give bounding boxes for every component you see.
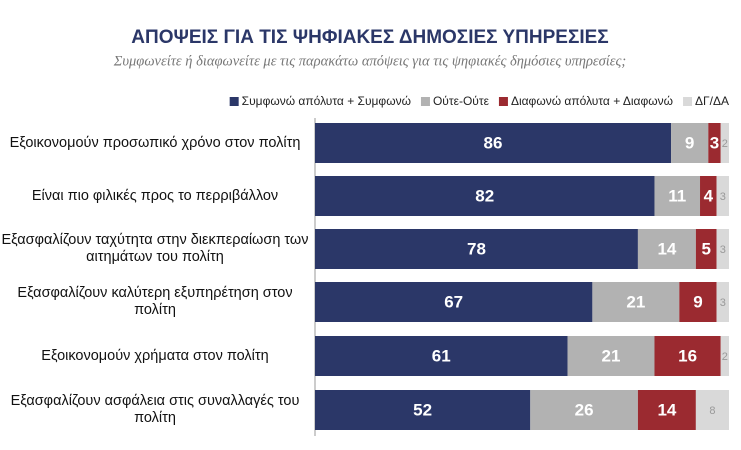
legend-swatch [229,97,239,106]
bar-segment [567,336,655,376]
bar-segment [695,229,717,269]
category-label: Εξοικονομούν προσωπικό χρόνο στον πολίτη [9,134,301,151]
data-label: 21 [626,292,645,311]
data-label: 82 [475,186,494,205]
data-label: 2 [722,138,728,150]
legend-label: ΔΓ/ΔΑ [695,94,729,108]
bar-segment [315,336,568,376]
data-label: 11 [668,186,686,205]
legend-swatch [683,97,693,106]
bar-segment [315,176,655,216]
category-label: Είναι πιο φιλικές προς το περριβάλλον [31,187,279,204]
data-label: 2 [722,351,728,363]
bar-segment [716,282,729,322]
bar-segment [637,390,696,430]
bar-segment [530,390,638,430]
category-label: Εξασφαλίζουν ασφάλεια στις συναλλαγές το… [10,393,300,426]
data-label: 16 [678,346,697,365]
chart-title: ΑΠΟΨΕΙΣ ΓΙΑ ΤΙΣ ΨΗΦΙΑΚΕΣ ΔΗΜΟΣΙΕΣ ΥΠΗΡΕΣ… [131,27,608,48]
bar-segment [695,390,729,430]
data-label: 78 [467,239,486,258]
data-label: 8 [709,405,715,417]
data-label: 14 [657,239,676,258]
data-label: 3 [720,297,726,309]
data-label: 4 [704,186,714,205]
bar-segment [700,176,717,216]
data-label: 86 [484,133,503,152]
data-label: 5 [701,239,710,258]
data-label: 61 [432,346,451,365]
bar-segment [315,282,593,322]
data-label: 3 [720,244,726,256]
bar-segment [679,282,717,322]
data-label: 14 [657,400,676,419]
legend-label: Διαφωνώ απόλυτα + Διαφωνώ [511,94,673,108]
data-label: 9 [685,133,694,152]
category-label: Εξασφαλίζουν καλύτερη εξυπηρέτηση στον π… [17,285,293,318]
bar-segment [720,336,729,376]
data-label: 3 [720,191,726,203]
legend-swatch [420,97,430,106]
bar-segment [654,176,701,216]
legend-swatch [498,97,508,106]
bar-segment [315,229,638,269]
bar-segment [708,123,721,163]
data-label: 21 [602,346,621,365]
bar-segment [654,336,721,376]
bar-segment [716,229,729,269]
category-label: Εξασφαλίζουν ταχύτητα στην διεκπεραίωση … [1,232,309,265]
bar-segment [671,123,709,163]
data-label: 67 [444,292,463,311]
bar-segment [720,123,729,163]
data-label: 26 [575,400,594,419]
chart-subtitle: Συμφωνείτε ή διαφωνείτε με τις παρακάτω … [113,53,626,69]
data-label: 3 [710,133,719,152]
bar-segment [716,176,729,216]
bar-segment [592,282,680,322]
data-label: 52 [413,400,432,419]
category-label: Εξοικονομούν χρήματα στον πολίτη [41,347,269,364]
legend-label: Ούτε-Ούτε [433,94,490,108]
bar-segment [637,229,696,269]
legend-label: Συμφωνώ απόλυτα + Συμφωνώ [242,94,411,108]
bar-segment [315,123,672,163]
data-label: 9 [693,292,702,311]
bar-segment [315,390,531,430]
